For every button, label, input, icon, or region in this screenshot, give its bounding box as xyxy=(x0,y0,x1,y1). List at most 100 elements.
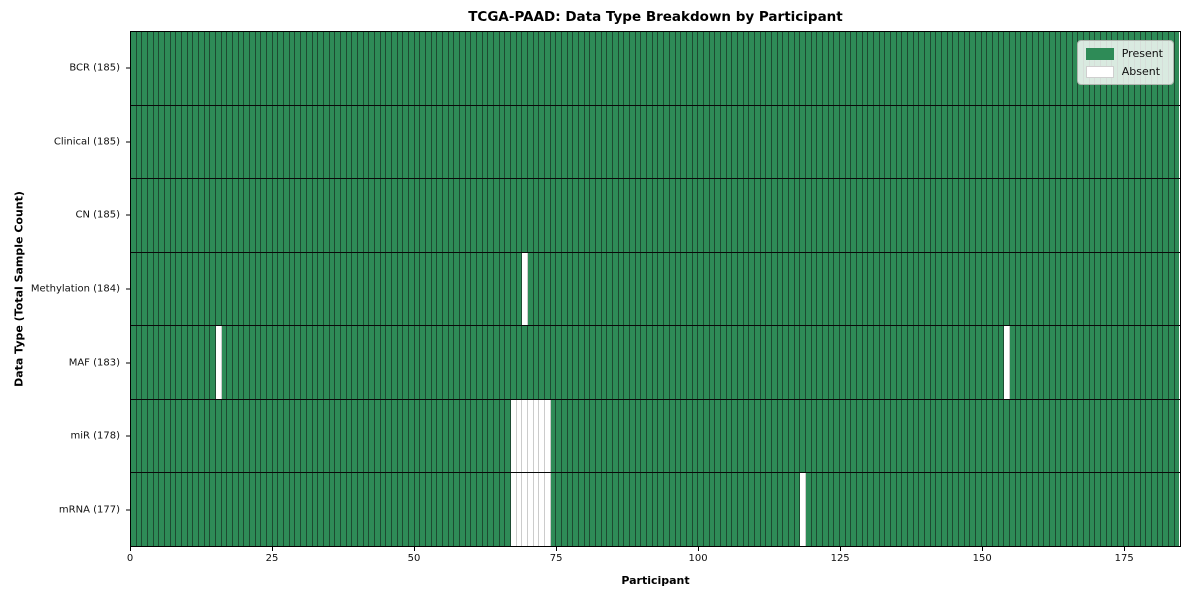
participant-cell-present xyxy=(879,32,886,105)
participant-cell-present xyxy=(204,399,211,473)
participant-cell-present xyxy=(454,473,460,547)
participant-cell-present xyxy=(652,399,659,473)
participant-cell-present xyxy=(204,105,211,179)
participant-cell-present xyxy=(839,105,846,179)
participant-cell-present xyxy=(193,399,200,473)
participant-cell-present xyxy=(397,252,404,326)
participant-cell-present xyxy=(754,326,761,399)
participant-cell-present xyxy=(584,252,591,326)
participant-cell-present xyxy=(1157,326,1164,399)
participant-cell-present xyxy=(936,399,943,473)
participant-cell-present xyxy=(1055,179,1062,252)
participant-cell-present xyxy=(800,399,806,473)
participant-cell-absent xyxy=(539,473,546,547)
participant-cell-present xyxy=(442,326,449,399)
participant-cell-present xyxy=(902,399,909,473)
participant-cell-present xyxy=(284,326,290,399)
participant-cell-present xyxy=(153,326,160,399)
participant-cell-present xyxy=(1123,252,1130,326)
participant-cell-present xyxy=(221,473,228,547)
participant-cell-present xyxy=(136,252,143,326)
participant-cell-present xyxy=(295,179,302,252)
participant-cell-present xyxy=(1049,473,1056,547)
participant-cell-present xyxy=(720,326,727,399)
participant-cell-present xyxy=(896,473,903,547)
participant-cell-present xyxy=(896,179,903,252)
participant-cell-present xyxy=(794,105,801,179)
participant-cell-present xyxy=(964,473,971,547)
participant-cell-present xyxy=(913,473,920,547)
x-tick-mark xyxy=(272,547,274,551)
participant-cell-present xyxy=(1117,326,1124,399)
participant-cell-present xyxy=(1055,32,1062,105)
participant-cell-present xyxy=(647,473,653,547)
participant-cell-present xyxy=(352,105,358,179)
participant-cell-present xyxy=(720,399,727,473)
participant-cell-present xyxy=(1117,179,1124,252)
participant-cell-present xyxy=(1061,105,1067,179)
participant-cell-present xyxy=(289,473,296,547)
participant-cell-present xyxy=(652,473,659,547)
participant-cell-present xyxy=(970,32,977,105)
participant-cell-present xyxy=(550,179,557,252)
participant-cell-present xyxy=(613,326,619,399)
participant-cell-present xyxy=(159,32,166,105)
participant-cell-present xyxy=(533,179,540,252)
participant-cell-present xyxy=(845,326,852,399)
participant-cell-present xyxy=(148,105,154,179)
participant-cell-present xyxy=(403,179,409,252)
participant-cell-present xyxy=(153,252,160,326)
participant-cell-present xyxy=(550,252,557,326)
participant-cell-present xyxy=(295,326,302,399)
participant-cell-present xyxy=(550,326,557,399)
participant-cell-present xyxy=(216,32,222,105)
participant-cell-present xyxy=(669,473,676,547)
participant-cell-present xyxy=(494,252,500,326)
participant-cell-present xyxy=(800,252,806,326)
participant-cell-present xyxy=(329,473,336,547)
participant-cell-present xyxy=(250,399,256,473)
participant-cell-present xyxy=(312,32,319,105)
participant-cell-present xyxy=(193,179,200,252)
participant-cell-present xyxy=(896,105,903,179)
participant-cell-present xyxy=(834,326,840,399)
participant-cell-present xyxy=(868,105,875,179)
participant-cell-present xyxy=(511,179,517,252)
participant-cell-present xyxy=(664,473,670,547)
participant-cell-present xyxy=(1021,399,1028,473)
participant-cell-present xyxy=(703,473,710,547)
participant-cell-present xyxy=(346,179,353,252)
participant-cell-present xyxy=(947,32,954,105)
participant-cell-present xyxy=(250,473,256,547)
participant-cell-present xyxy=(822,32,829,105)
participant-cell-present xyxy=(505,252,512,326)
participant-cell-present xyxy=(703,326,710,399)
participant-cell-present xyxy=(545,326,551,399)
participant-cell-present xyxy=(942,473,948,547)
participant-cell-present xyxy=(703,399,710,473)
participant-cell-present xyxy=(1055,252,1062,326)
participant-cell-present xyxy=(749,473,755,547)
participant-cell-present xyxy=(788,252,795,326)
participant-cell-present xyxy=(159,105,166,179)
participant-cell-present xyxy=(1061,473,1067,547)
participant-cell-present xyxy=(942,399,948,473)
participant-cell-present xyxy=(811,326,818,399)
participant-cell-present xyxy=(766,179,772,252)
participant-cell-present xyxy=(1151,252,1158,326)
participant-cell-present xyxy=(454,252,460,326)
participant-cell-present xyxy=(590,179,597,252)
participant-cell-present xyxy=(754,179,761,252)
participant-cell-present xyxy=(664,252,670,326)
participant-cell-present xyxy=(857,105,863,179)
participant-cell-present xyxy=(369,32,375,105)
participant-cell-present xyxy=(828,179,835,252)
participant-cell-present xyxy=(397,326,404,399)
participant-cell-present xyxy=(216,105,222,179)
participant-cell-present xyxy=(539,105,546,179)
participant-cell-present xyxy=(550,399,557,473)
participant-cell-present xyxy=(777,32,784,105)
participant-cell-present xyxy=(516,179,523,252)
participant-cell-present xyxy=(658,473,665,547)
participant-cell-present xyxy=(233,326,239,399)
